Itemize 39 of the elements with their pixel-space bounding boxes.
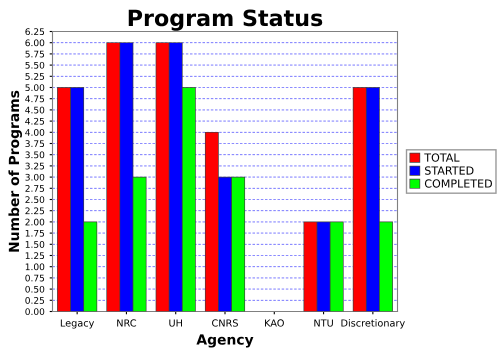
y-tick-label: 1.50	[26, 241, 44, 248]
legend-label: COMPLETED	[424, 179, 492, 188]
y-tick-label: 2.00	[25, 218, 44, 226]
chart-title: Program Status	[128, 9, 322, 31]
legend-label: STARTED	[425, 166, 474, 175]
y-tick-label: 5.25	[25, 73, 44, 80]
y-tick-label: 0.75	[25, 274, 44, 282]
y-tick-label: 4.00	[25, 129, 44, 136]
y-tick-label: 3.75	[25, 140, 44, 148]
y-tick-label: 6.25	[25, 28, 44, 36]
y-tick-label: 2.25	[25, 207, 44, 214]
y-tick-label: 0.25	[25, 297, 44, 304]
y-tick-label: 3.00	[25, 174, 44, 181]
x-tick-label: Discretionary	[341, 319, 405, 329]
x-tick-label: UH	[169, 319, 182, 327]
y-tick-label: 1.00	[26, 263, 44, 270]
y-tick-label: 4.75	[25, 96, 44, 102]
y-tick-label: 6.00	[25, 39, 44, 46]
y-tick-label: 4.50	[25, 106, 44, 114]
y-tick-label: 1.75	[26, 230, 44, 237]
y-tick-label: 0.00	[25, 308, 44, 316]
y-tick-label: 5.50	[25, 62, 44, 69]
y-tick-label: 2.50	[25, 196, 44, 204]
y-tick-label: 0.50	[25, 286, 44, 293]
y-axis-title: Number of Programs	[8, 90, 22, 252]
y-tick-label: 2.75	[25, 185, 44, 192]
y-tick-label: 3.50	[25, 151, 44, 158]
x-tick-label: Legacy	[60, 319, 94, 329]
x-tick-label: KAO	[265, 319, 284, 327]
y-tick-label: 3.25	[25, 162, 44, 170]
legend-label: TOTAL	[424, 153, 460, 162]
y-tick-label: 5.75	[25, 50, 44, 58]
y-tick-label: 1.25	[26, 252, 44, 260]
x-tick-label: NTU	[314, 319, 333, 327]
x-tick-label: NRC	[117, 319, 136, 327]
y-tick-label: 5.00	[25, 84, 44, 92]
x-tick-label: CNRS	[212, 319, 238, 327]
y-tick-label: 4.25	[25, 118, 44, 125]
x-axis-title: Agency	[196, 334, 254, 348]
